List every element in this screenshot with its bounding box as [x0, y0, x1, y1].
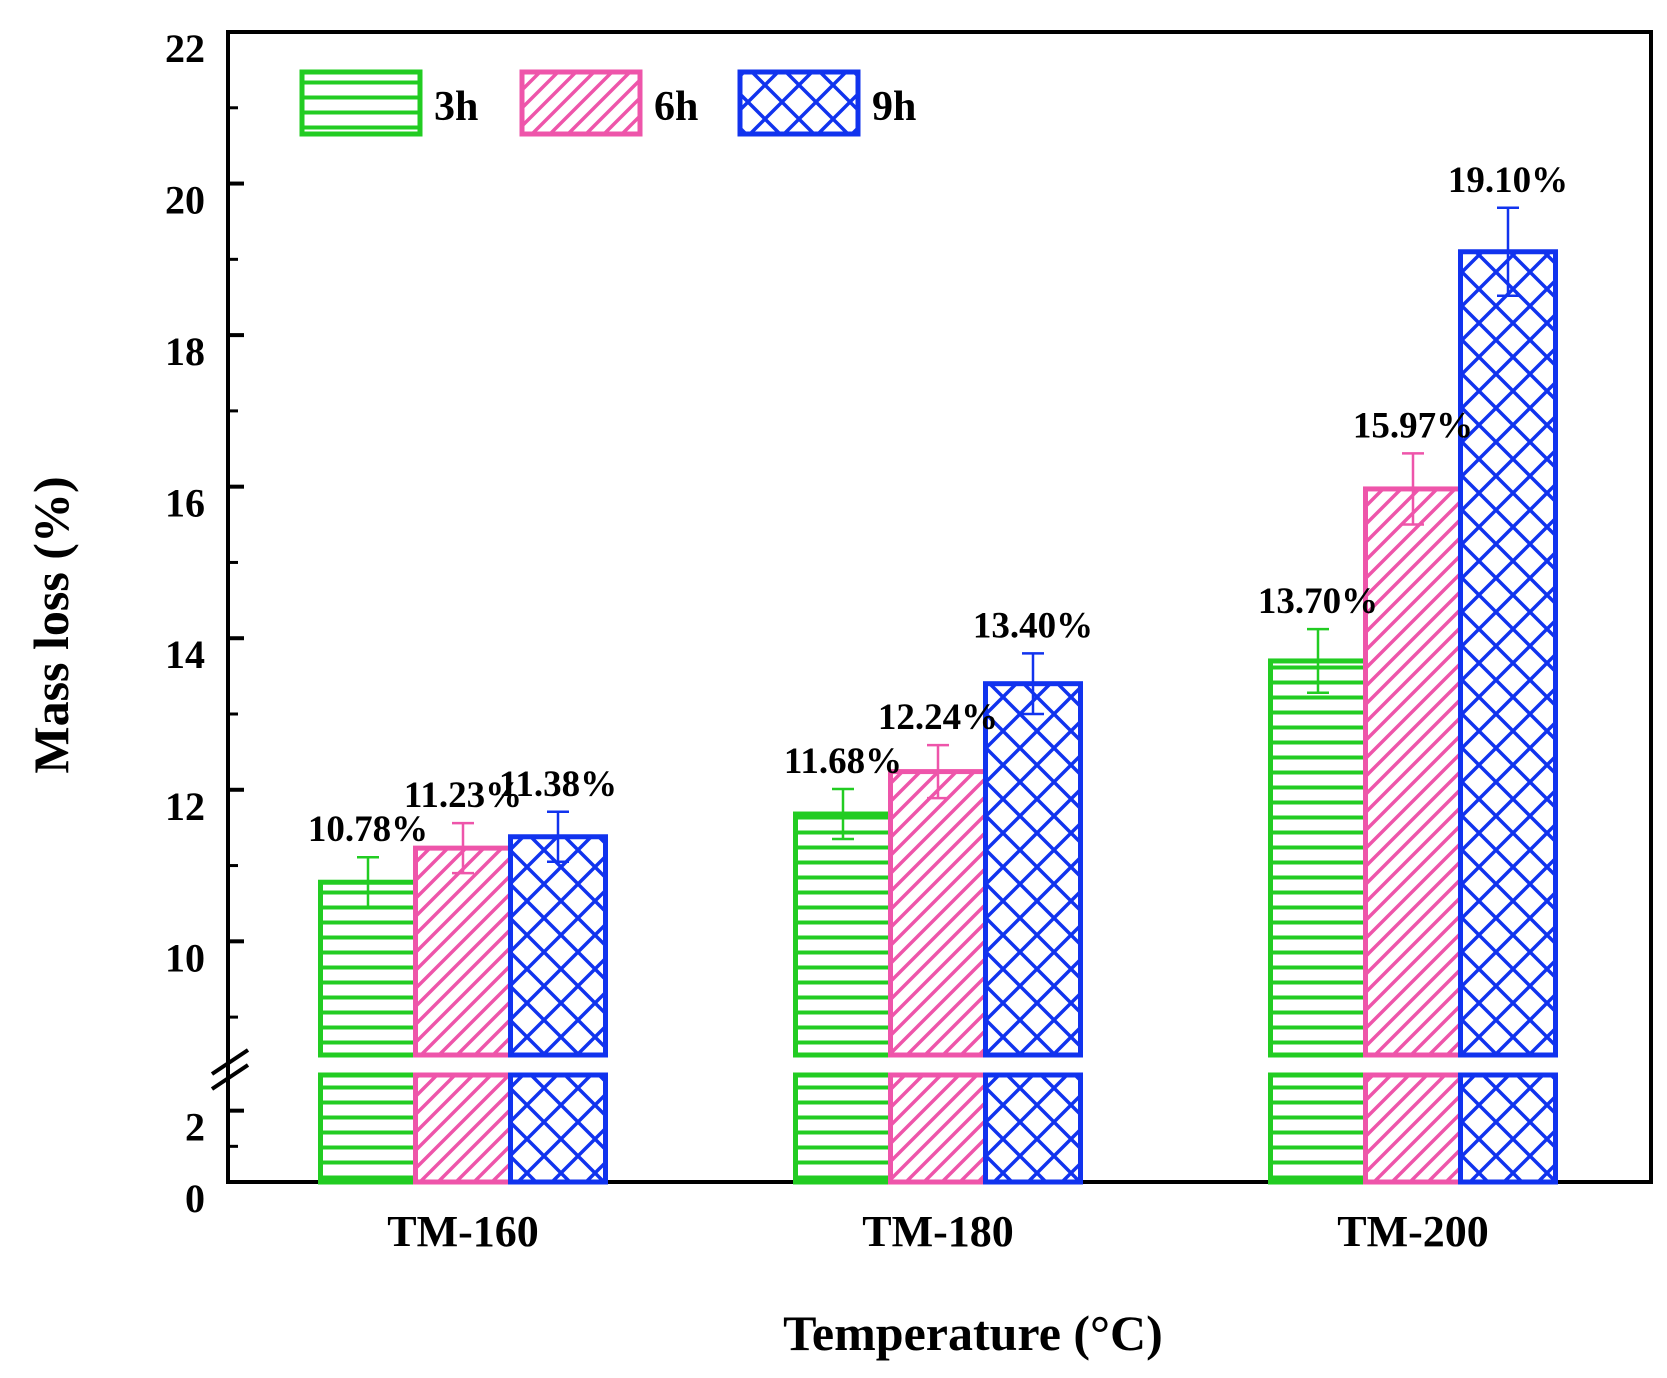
bar-6h-tm-200 — [1363, 486, 1463, 1058]
error-bar-3h-tm-200 — [1307, 627, 1329, 695]
error-bar-3h-tm-180 — [832, 787, 854, 841]
bar-9h-tm-200 — [1458, 249, 1558, 1058]
legend-swatch-6h — [519, 69, 643, 137]
legend-label-6h: 6h — [654, 84, 698, 130]
bar-lower-9h-tm-180 — [983, 1072, 1083, 1185]
y-tick-label-0: 0 — [185, 1176, 205, 1221]
legend-swatch-9h — [737, 69, 861, 137]
bar-lower-9h-tm-160 — [508, 1072, 608, 1185]
y-tick-label-10: 10 — [165, 935, 205, 980]
error-bar-3h-tm-160 — [357, 855, 379, 909]
data-label-9h-tm-200: 19.10% — [1448, 160, 1568, 201]
x-category-tm-180: TM-180 — [862, 1207, 1014, 1256]
y-tick-label-2: 2 — [185, 1105, 205, 1150]
data-label-6h-tm-180: 12.24% — [878, 697, 998, 738]
x-category-tm-200: TM-200 — [1337, 1207, 1489, 1256]
x-category-tm-160: TM-160 — [387, 1207, 539, 1256]
legend-label-9h: 9h — [872, 84, 916, 130]
data-label-6h-tm-200: 15.97% — [1353, 405, 1473, 446]
bar-3h-tm-200 — [1268, 658, 1368, 1058]
error-bar-9h-tm-180 — [1022, 652, 1044, 716]
bar-lower-6h-tm-160 — [413, 1072, 513, 1185]
bar-9h-tm-180 — [983, 681, 1083, 1058]
data-label-3h-tm-200: 13.70% — [1258, 581, 1378, 622]
bar-lower-3h-tm-180 — [793, 1072, 893, 1185]
y-tick-label-20: 20 — [165, 178, 205, 223]
y-tick-label-12: 12 — [165, 784, 205, 829]
error-bar-9h-tm-200 — [1497, 206, 1519, 297]
axis-break-marks — [210, 1048, 250, 1091]
data-label-9h-tm-180: 13.40% — [973, 605, 1093, 646]
data-label-3h-tm-160: 10.78% — [308, 809, 428, 850]
error-bar-6h-tm-200 — [1402, 452, 1424, 526]
y-tick-label-22: 22 — [165, 26, 205, 71]
error-bar-6h-tm-180 — [927, 743, 949, 800]
y-tick-label-14: 14 — [165, 632, 205, 677]
y-axis-title: Mass loss (%) — [23, 476, 79, 773]
error-bar-6h-tm-160 — [452, 821, 474, 875]
bar-lower-6h-tm-180 — [888, 1072, 988, 1185]
bar-lower-3h-tm-200 — [1268, 1072, 1368, 1185]
bar-lower-6h-tm-200 — [1363, 1072, 1463, 1185]
legend-label-3h: 3h — [434, 84, 478, 130]
bar-lower-3h-tm-160 — [318, 1072, 418, 1185]
bar-lower-9h-tm-200 — [1458, 1072, 1558, 1185]
error-bar-9h-tm-160 — [547, 810, 569, 864]
legend-swatch-3h — [299, 69, 423, 137]
bar-9h-tm-160 — [508, 834, 608, 1058]
y-tick-label-18: 18 — [165, 329, 205, 374]
bar-6h-tm-180 — [888, 769, 988, 1058]
data-label-3h-tm-180: 11.68% — [784, 741, 902, 782]
data-label-9h-tm-160: 11.38% — [499, 764, 617, 805]
bar-6h-tm-160 — [413, 845, 513, 1058]
x-axis-title: Temperature (°C) — [783, 1305, 1163, 1361]
y-tick-label-16: 16 — [165, 481, 205, 526]
bar-3h-tm-180 — [793, 811, 893, 1058]
data-label-6h-tm-160: 11.23% — [404, 775, 522, 816]
legend: 3h 6h 9h — [299, 69, 916, 137]
